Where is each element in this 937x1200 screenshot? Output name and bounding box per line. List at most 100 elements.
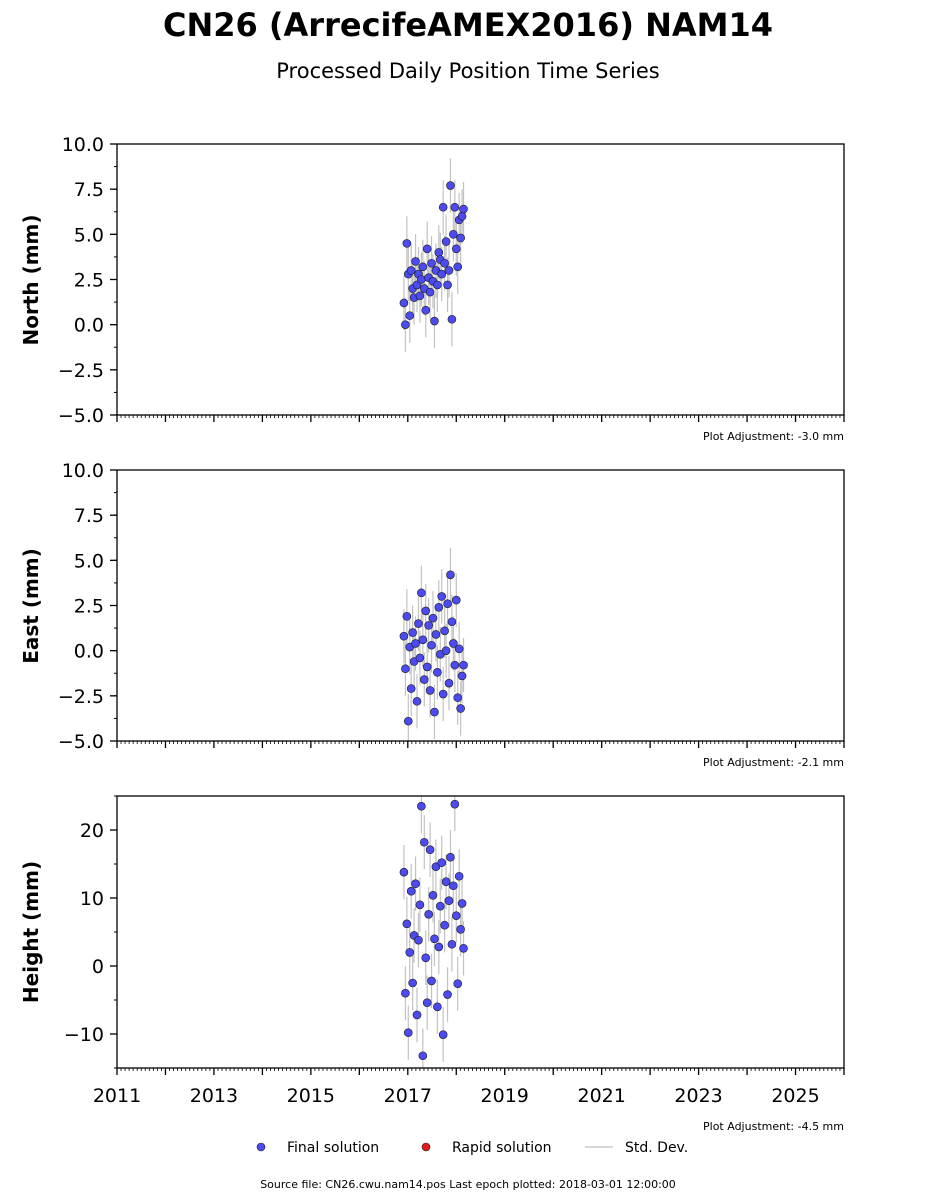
legend-rapid-marker	[421, 1142, 431, 1152]
data-point	[457, 899, 467, 908]
data-point	[438, 202, 448, 212]
x-tick-label: 2025	[771, 1085, 819, 1107]
data-point	[431, 862, 441, 872]
plot-frame	[116, 795, 845, 1069]
plot-frame	[116, 469, 845, 742]
data-point	[424, 621, 433, 630]
data-point	[447, 617, 457, 627]
data-point	[446, 181, 455, 190]
y-axis-label: Height (mm)	[19, 861, 43, 1003]
data-point	[447, 939, 457, 949]
legend-std-label: Std. Dev.	[625, 1140, 688, 1156]
y-tick-label: 10.0	[62, 134, 104, 156]
data-point	[451, 244, 461, 254]
y-tick-label: 7.5	[74, 505, 104, 527]
data-point	[411, 639, 420, 648]
data-point	[433, 1002, 442, 1012]
data-point	[421, 606, 431, 616]
data-point	[415, 653, 425, 663]
data-point	[399, 298, 409, 308]
x-tick-label: 2019	[481, 1085, 529, 1107]
data-point	[449, 881, 458, 891]
data-point	[403, 1028, 413, 1037]
data-point	[435, 901, 445, 911]
data-point	[430, 707, 439, 717]
data-point	[405, 311, 415, 320]
panel-2: −5.0 −2.5 0.0 2.5 5.0 7.5 10.0 East (mm) Plot Ad…	[19, 460, 845, 769]
data-point	[444, 266, 454, 275]
data-point	[444, 678, 454, 688]
data-point	[414, 935, 423, 945]
data-point	[441, 646, 451, 655]
data-point	[453, 979, 463, 988]
data-point	[414, 619, 423, 628]
data-point	[411, 879, 420, 889]
data-point	[447, 314, 457, 324]
y-tick-label: −2.5	[58, 686, 104, 708]
data-point	[417, 275, 426, 284]
data-point	[451, 595, 461, 605]
y-axis-label: East (mm)	[19, 548, 43, 664]
y-tick-label: −5.0	[58, 731, 104, 753]
y-tick-label: 20	[80, 820, 104, 842]
x-tick-label: 2017	[384, 1085, 432, 1107]
y-tick-label: 0.0	[74, 315, 104, 337]
data-point	[449, 230, 458, 239]
data-point	[443, 599, 452, 608]
data-point	[438, 1030, 448, 1039]
y-tick-label: 7.5	[74, 179, 104, 201]
data-point	[422, 244, 432, 254]
data-point	[456, 704, 465, 713]
data-point	[417, 588, 426, 598]
footer-source: Source file: CN26.cwu.nam14.pos Last epo…	[260, 1178, 676, 1191]
data-point	[418, 635, 428, 645]
data-point	[422, 998, 432, 1008]
data-point	[450, 202, 460, 212]
data-point	[459, 660, 468, 670]
data-point	[434, 248, 444, 257]
data-point	[406, 684, 416, 693]
data-point	[443, 280, 452, 290]
panel-3: −10 0 10 20 Height (mm) 2011 2013 2015 2017 2019 2…	[19, 795, 845, 1133]
data-point	[418, 1051, 428, 1061]
data-point	[402, 239, 412, 248]
data-point	[401, 664, 410, 674]
x-tick-label: 2021	[577, 1085, 625, 1107]
data-point	[430, 316, 439, 326]
plot-adjustment-note: Plot Adjustment: -3.0 mm	[703, 430, 844, 443]
data-point	[451, 911, 461, 920]
data-point	[434, 603, 444, 612]
data-point	[433, 280, 442, 290]
x-tick-label: 2015	[287, 1085, 335, 1107]
data-point	[425, 686, 435, 695]
data-point	[406, 266, 416, 275]
y-tick-label: 0.0	[74, 641, 104, 663]
figure-title: CN26 (ArrecifeAMEX2016) NAM14	[163, 6, 773, 44]
data-point	[454, 871, 464, 881]
data-point	[421, 305, 431, 315]
data-point	[440, 258, 449, 268]
data-point	[443, 990, 452, 999]
data-point	[441, 877, 451, 886]
plot-frame	[116, 143, 845, 416]
data-point	[411, 257, 420, 266]
data-point	[437, 592, 447, 601]
data-point	[459, 944, 468, 953]
data-point	[421, 953, 431, 963]
legend: Final solution Rapid solution Std. Dev.	[256, 1140, 688, 1156]
data-point	[419, 837, 429, 847]
data-point	[444, 896, 454, 906]
data-point	[401, 988, 410, 998]
data-point	[427, 640, 436, 650]
x-tick-label: 2023	[674, 1085, 722, 1107]
data-point	[456, 924, 465, 934]
panels: −5.0 −2.5 0.0 2.5 5.0 7.5 10.0 North (mm) Plot A…	[19, 134, 845, 1133]
data-point	[449, 639, 458, 648]
data-point	[457, 671, 467, 681]
data-point	[433, 668, 442, 677]
legend-final-marker	[256, 1142, 266, 1152]
data-point	[441, 237, 451, 246]
data-point	[401, 320, 410, 329]
data-point	[408, 978, 417, 988]
